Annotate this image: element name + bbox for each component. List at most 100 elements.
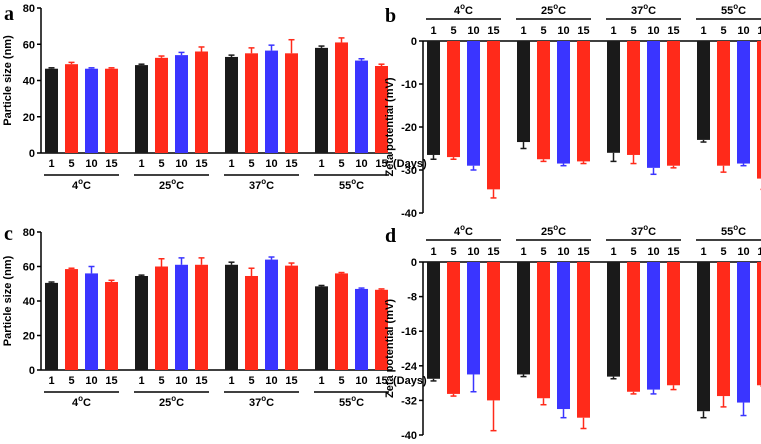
day-label: 15 — [105, 158, 117, 170]
day-label: 5 — [158, 158, 164, 170]
panel-letter: a — [4, 3, 14, 25]
y-tick-label: 80 — [23, 3, 35, 15]
day-label: 15 — [285, 158, 297, 170]
day-label: 10 — [85, 375, 97, 387]
bar — [697, 262, 710, 412]
y-axis-label: Zeta potential (mV) — [384, 77, 396, 176]
bar — [245, 275, 258, 370]
y-tick-label: -24 — [401, 361, 418, 373]
temperature-label: 25oC — [541, 2, 566, 17]
bar — [737, 41, 750, 164]
bar — [517, 41, 530, 143]
day-label: 10 — [355, 375, 367, 387]
days-unit-label: (Days) — [393, 158, 427, 170]
bar — [85, 273, 98, 370]
days-unit-label: (Days) — [393, 375, 427, 387]
day-label: 1 — [430, 25, 436, 37]
day-label: 10 — [647, 25, 659, 37]
panel-letter: b — [385, 5, 396, 27]
day-label: 15 — [375, 158, 387, 170]
day-label: 5 — [630, 246, 636, 258]
day-label: 15 — [487, 246, 499, 258]
temperature-label: 55oC — [339, 394, 364, 409]
y-tick-label: 40 — [23, 296, 35, 308]
bar — [627, 41, 640, 155]
y-tick-label: -32 — [401, 395, 417, 407]
day-label: 1 — [520, 246, 526, 258]
day-label: 10 — [85, 158, 97, 170]
day-label: 5 — [630, 25, 636, 37]
bar — [315, 47, 328, 153]
bar — [315, 286, 328, 370]
day-label: 15 — [577, 25, 589, 37]
bar — [577, 262, 590, 418]
bar — [737, 262, 750, 403]
bar — [607, 262, 620, 377]
bar — [517, 262, 530, 375]
temperature-label: 55oC — [721, 2, 746, 17]
y-tick-label: 0 — [411, 257, 417, 269]
temperature-label: 37oC — [631, 2, 656, 17]
day-label: 15 — [667, 246, 679, 258]
y-tick-label: 80 — [23, 227, 35, 239]
day-label: 5 — [248, 375, 254, 387]
day-label: 1 — [700, 25, 706, 37]
day-label: 1 — [48, 158, 54, 170]
bar — [135, 275, 148, 370]
day-label: 15 — [757, 25, 761, 37]
bar — [65, 64, 78, 153]
day-label: 5 — [540, 25, 546, 37]
temperature-label: 25oC — [159, 177, 184, 192]
day-label: 15 — [375, 375, 387, 387]
day-label: 10 — [557, 25, 569, 37]
bar — [155, 266, 168, 370]
bar — [667, 262, 680, 386]
bar — [45, 68, 58, 153]
y-tick-label: -8 — [407, 292, 417, 304]
y-tick-label: 0 — [411, 36, 417, 48]
day-label: 5 — [248, 158, 254, 170]
bar — [355, 60, 368, 153]
day-label: 10 — [265, 375, 277, 387]
day-label: 1 — [48, 375, 54, 387]
day-label: 10 — [647, 246, 659, 258]
bar — [65, 269, 78, 370]
day-label: 1 — [610, 25, 616, 37]
day-label: 5 — [720, 25, 726, 37]
day-label: 5 — [338, 375, 344, 387]
bar — [557, 262, 570, 410]
temperature-label: 37oC — [249, 394, 274, 409]
bar — [265, 50, 278, 153]
y-tick-label: -10 — [401, 79, 417, 91]
y-tick-label: 0 — [29, 148, 35, 160]
y-tick-label: 20 — [23, 112, 35, 124]
day-label: 15 — [195, 158, 207, 170]
day-label: 10 — [175, 375, 187, 387]
day-label: 10 — [737, 246, 749, 258]
bar — [45, 282, 58, 370]
bar — [105, 282, 118, 370]
bar — [375, 66, 388, 153]
bar — [335, 42, 348, 153]
bar — [375, 289, 388, 370]
bar — [135, 65, 148, 153]
day-label: 5 — [68, 375, 74, 387]
day-label: 5 — [450, 246, 456, 258]
day-label: 10 — [265, 158, 277, 170]
day-label: 5 — [338, 158, 344, 170]
day-label: 10 — [467, 25, 479, 37]
panel-letter: d — [385, 225, 396, 247]
temperature-label: 4oC — [72, 394, 91, 409]
bar — [225, 264, 238, 370]
bar — [355, 288, 368, 370]
day-label: 10 — [467, 246, 479, 258]
bar — [447, 41, 460, 158]
bar — [225, 56, 238, 153]
y-tick-label: 60 — [23, 262, 35, 274]
day-label: 1 — [138, 158, 144, 170]
bar — [607, 41, 620, 153]
